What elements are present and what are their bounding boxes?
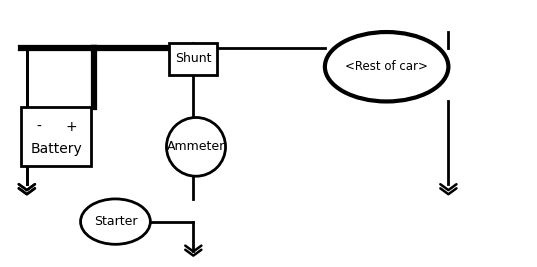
Text: Shunt: Shunt [175,52,212,65]
Ellipse shape [325,32,448,101]
Bar [169,43,217,75]
Ellipse shape [166,117,226,176]
Text: Battery: Battery [31,142,82,156]
Text: Ammeter: Ammeter [167,140,225,153]
Text: -: - [37,120,41,134]
Text: +: + [66,120,77,134]
Ellipse shape [81,199,150,244]
Text: Starter: Starter [93,215,137,228]
Bar [21,107,91,166]
Text: <Rest of car>: <Rest of car> [345,60,428,73]
